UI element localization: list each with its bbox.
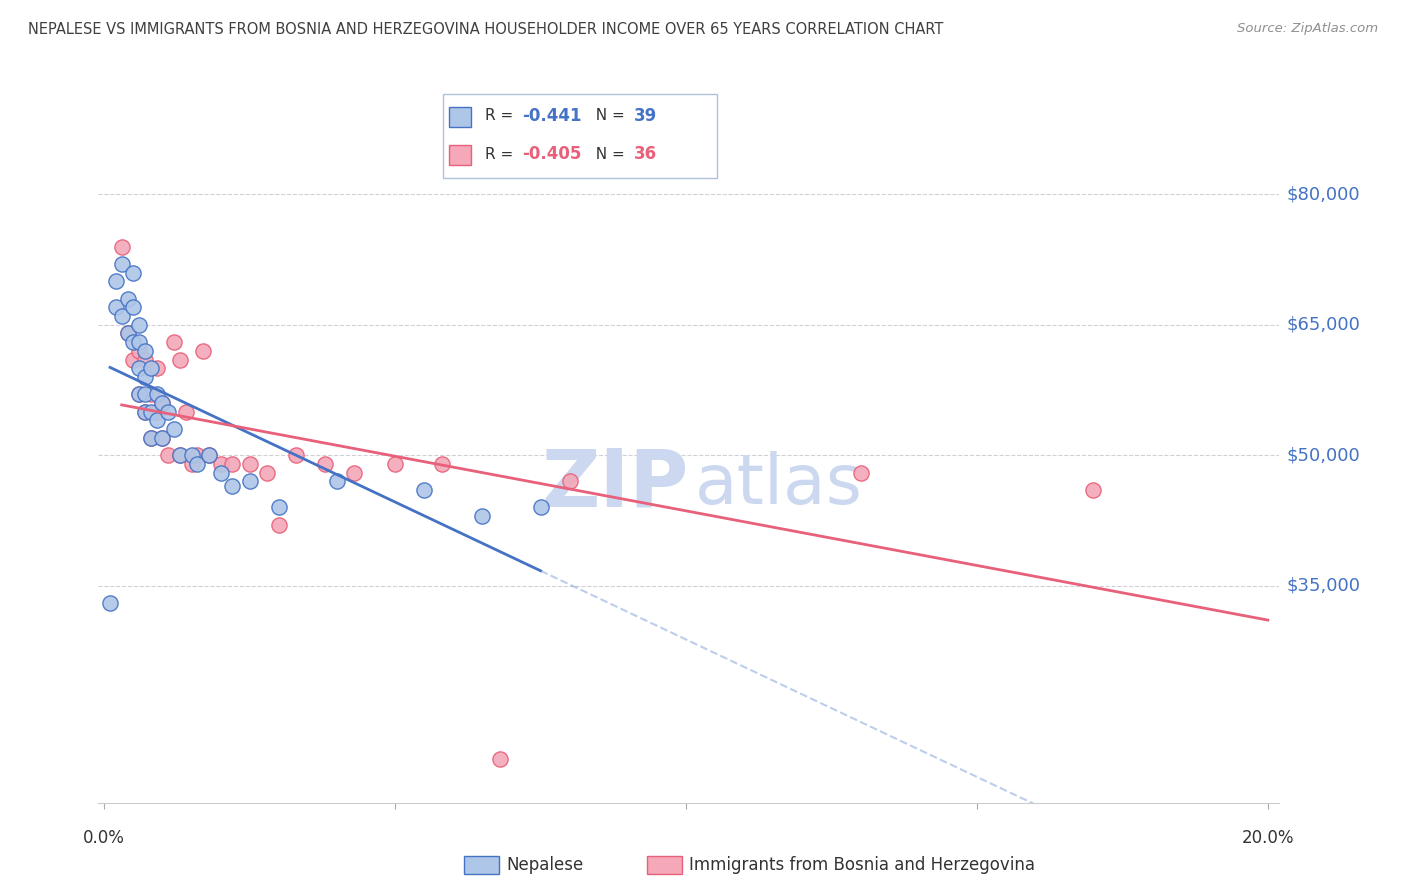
- Point: [139, 431, 162, 445]
- Point: [267, 500, 290, 515]
- Point: [157, 405, 180, 419]
- Point: [128, 361, 150, 376]
- Text: Nepalese: Nepalese: [506, 856, 583, 874]
- Point: [169, 448, 191, 462]
- Point: [134, 405, 156, 419]
- Point: [139, 387, 162, 401]
- Text: N =: N =: [586, 109, 630, 123]
- Point: [122, 301, 145, 315]
- Point: [174, 405, 197, 419]
- Text: -0.441: -0.441: [522, 107, 581, 125]
- Point: [128, 387, 150, 401]
- Point: [267, 517, 290, 532]
- Point: [139, 405, 162, 419]
- Point: [169, 352, 191, 367]
- Point: [117, 292, 139, 306]
- Point: [186, 457, 208, 471]
- Point: [134, 343, 156, 358]
- Point: [122, 352, 145, 367]
- Point: [221, 478, 243, 492]
- Point: [384, 457, 406, 471]
- Text: atlas: atlas: [695, 450, 863, 517]
- Point: [134, 352, 156, 367]
- Point: [430, 457, 453, 471]
- Point: [343, 466, 366, 480]
- Point: [128, 387, 150, 401]
- Point: [163, 422, 186, 436]
- Point: [134, 370, 156, 384]
- Point: [209, 457, 232, 471]
- Point: [558, 474, 581, 488]
- Point: [152, 396, 174, 410]
- Point: [117, 326, 139, 341]
- Text: 39: 39: [634, 107, 658, 125]
- Text: $50,000: $50,000: [1286, 446, 1360, 464]
- Point: [145, 387, 167, 401]
- Point: [285, 448, 308, 462]
- Y-axis label: Householder Income Over 65 years: Householder Income Over 65 years: [0, 328, 7, 599]
- Point: [256, 466, 278, 480]
- Point: [145, 361, 167, 376]
- Text: Immigrants from Bosnia and Herzegovina: Immigrants from Bosnia and Herzegovina: [689, 856, 1035, 874]
- Point: [157, 448, 180, 462]
- Point: [198, 448, 221, 462]
- Text: Source: ZipAtlas.com: Source: ZipAtlas.com: [1237, 22, 1378, 36]
- Point: [186, 448, 208, 462]
- Text: $65,000: $65,000: [1286, 316, 1361, 334]
- Point: [209, 466, 232, 480]
- Text: -0.405: -0.405: [522, 145, 581, 163]
- Text: R =: R =: [485, 147, 519, 161]
- Point: [239, 457, 262, 471]
- Text: NEPALESE VS IMMIGRANTS FROM BOSNIA AND HERZEGOVINA HOUSEHOLDER INCOME OVER 65 YE: NEPALESE VS IMMIGRANTS FROM BOSNIA AND H…: [28, 22, 943, 37]
- Point: [529, 500, 551, 515]
- Point: [152, 431, 174, 445]
- Point: [134, 387, 156, 401]
- Point: [145, 413, 167, 427]
- Text: ZIP: ZIP: [541, 445, 689, 524]
- Point: [191, 343, 214, 358]
- Text: N =: N =: [586, 147, 630, 161]
- Point: [849, 466, 872, 480]
- Point: [117, 326, 139, 341]
- Point: [326, 474, 349, 488]
- Point: [152, 396, 174, 410]
- Point: [111, 257, 134, 271]
- Point: [314, 457, 336, 471]
- Point: [104, 274, 127, 288]
- Point: [1083, 483, 1105, 497]
- Point: [128, 318, 150, 332]
- Point: [169, 448, 191, 462]
- Point: [98, 596, 121, 610]
- Text: R =: R =: [485, 109, 519, 123]
- Text: 36: 36: [634, 145, 657, 163]
- Point: [122, 266, 145, 280]
- Point: [180, 457, 202, 471]
- Point: [163, 335, 186, 350]
- Point: [104, 301, 127, 315]
- Point: [128, 335, 150, 350]
- Point: [134, 405, 156, 419]
- Point: [111, 309, 134, 323]
- Point: [139, 431, 162, 445]
- Point: [152, 431, 174, 445]
- Text: $35,000: $35,000: [1286, 576, 1361, 594]
- Text: 0.0%: 0.0%: [83, 829, 125, 847]
- Point: [111, 239, 134, 253]
- Point: [489, 752, 512, 766]
- Text: $80,000: $80,000: [1286, 186, 1360, 203]
- Point: [139, 361, 162, 376]
- Point: [180, 448, 202, 462]
- Point: [221, 457, 243, 471]
- Point: [198, 448, 221, 462]
- Point: [128, 343, 150, 358]
- Point: [471, 508, 494, 523]
- Text: 20.0%: 20.0%: [1241, 829, 1294, 847]
- Point: [239, 474, 262, 488]
- Point: [122, 335, 145, 350]
- Point: [145, 405, 167, 419]
- Point: [413, 483, 436, 497]
